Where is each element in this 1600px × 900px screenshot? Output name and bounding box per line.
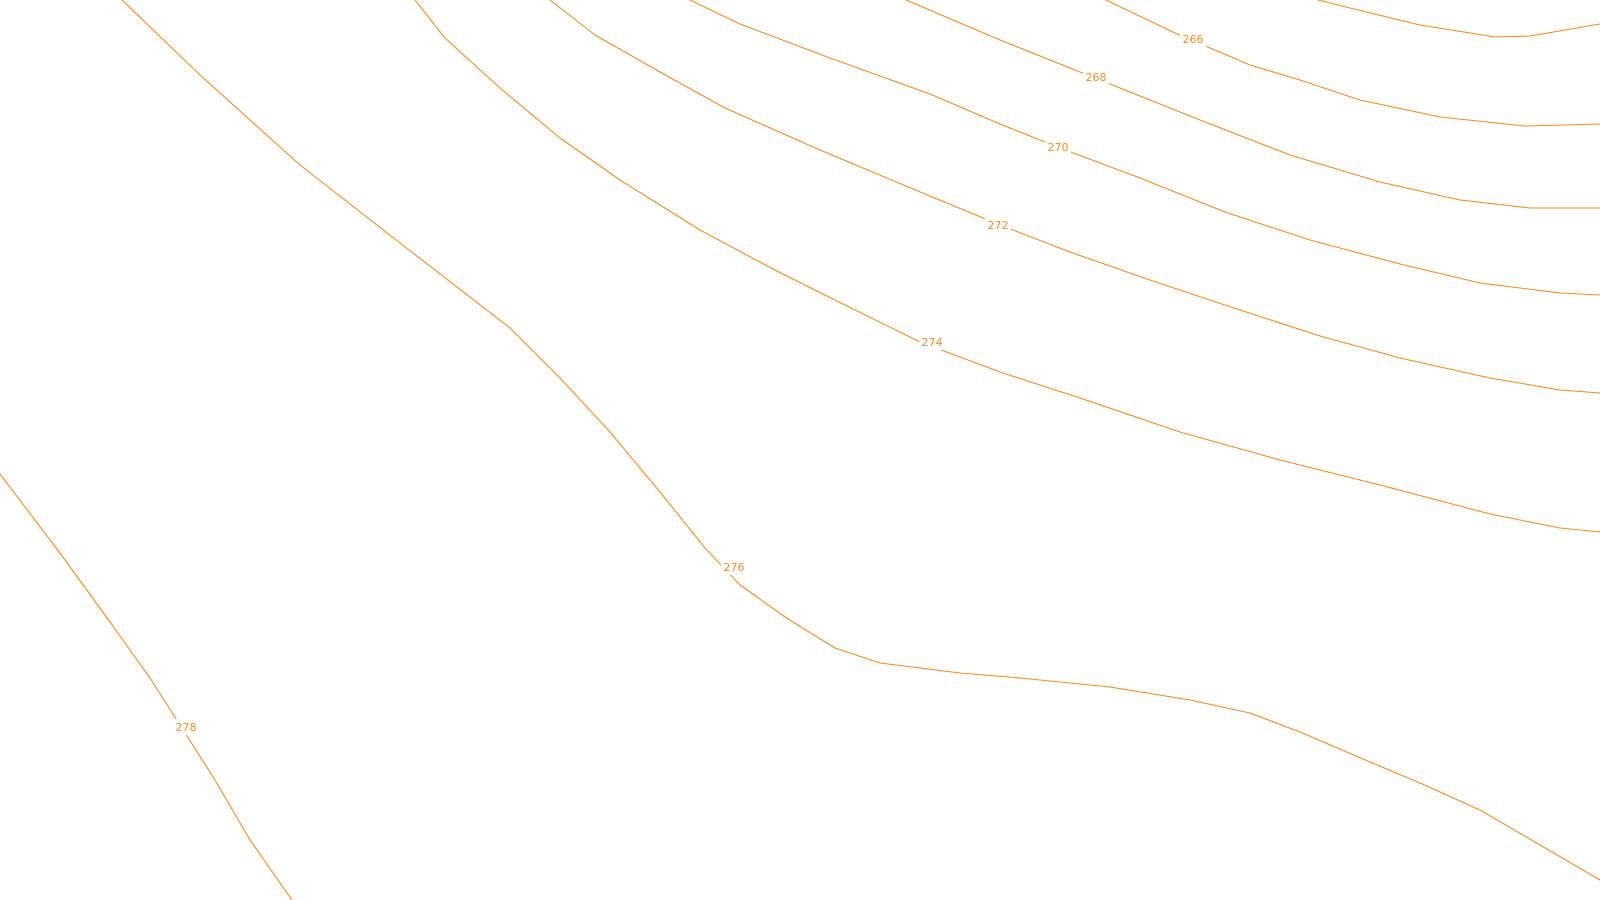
- contour-line-272: [549, 0, 1600, 394]
- contour-line-276: [121, 0, 1600, 881]
- contour-line-264: [1317, 0, 1600, 38]
- label-halo-266: [1180, 31, 1206, 47]
- contour-line-270: [689, 0, 1600, 296]
- label-halo-270: [1045, 139, 1071, 155]
- contour-label-268: 268: [1086, 71, 1107, 84]
- label-halo-272: [985, 217, 1011, 233]
- contour-label-272: 272: [988, 219, 1009, 232]
- contour-labels: 266 268 270 272 274 276 278: [173, 31, 1206, 735]
- contour-label-274: 274: [922, 336, 943, 349]
- contour-line-268: [905, 0, 1600, 209]
- contour-label-266: 266: [1183, 33, 1204, 46]
- label-halo-274: [919, 334, 945, 350]
- label-halo-276: [721, 559, 747, 575]
- contour-label-270: 270: [1048, 141, 1069, 154]
- contour-label-276: 276: [724, 561, 745, 574]
- label-halo-278: [173, 719, 199, 735]
- contour-line-278: [0, 473, 293, 900]
- contour-label-278: 278: [176, 721, 197, 734]
- label-halo-268: [1083, 69, 1109, 85]
